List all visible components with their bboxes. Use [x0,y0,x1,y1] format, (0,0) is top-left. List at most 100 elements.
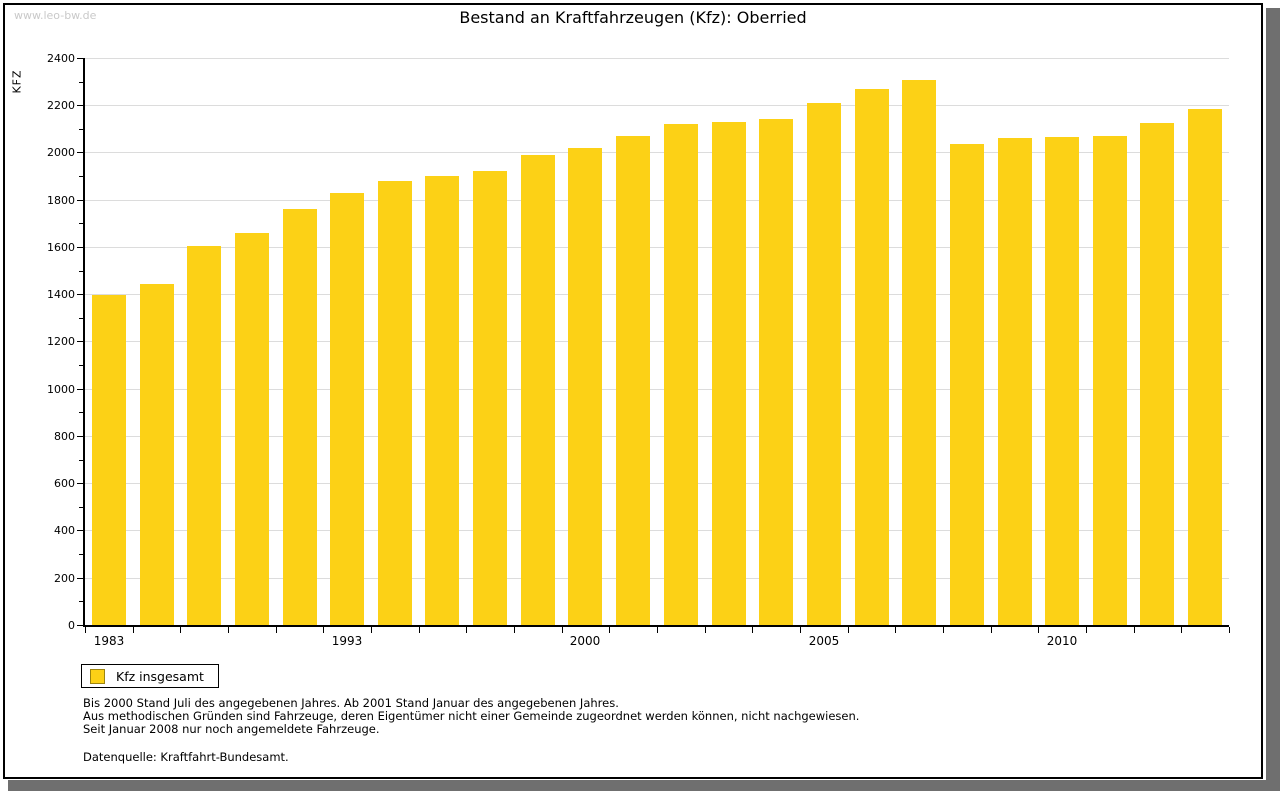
y-tick-major [77,389,83,390]
x-tick [85,627,86,633]
x-tick [371,627,372,633]
bar-1995 [378,181,412,625]
y-tick-major [77,341,83,342]
y-tick-minor [79,601,83,602]
y-tick-minor [79,318,83,319]
legend-label: Kfz insgesamt [116,668,204,684]
x-tick [514,627,515,633]
y-tick-minor [79,82,83,83]
data-source: Datenquelle: Kraftfahrt-Bundesamt. [83,750,289,764]
chart-title: Bestand an Kraftfahrzeugen (Kfz): Oberri… [459,8,807,27]
y-tick-minor [79,412,83,413]
x-tick [991,627,992,633]
y-axis-label: KFZ [10,69,24,94]
x-tick-label-2005: 2005 [808,634,840,648]
x-tick [419,627,420,633]
bar-1991 [283,209,317,625]
x-tick [1181,627,1182,633]
y-tick-major [77,105,83,106]
y-tick-major [77,58,83,59]
bar-2006 [855,89,889,625]
y-tick-major [77,436,83,437]
x-tick [752,627,753,633]
bar-2012 [1140,123,1174,625]
y-tick-label: 1000 [47,383,75,396]
y-tick-minor [79,271,83,272]
gridline [85,578,1229,579]
y-tick-minor [79,223,83,224]
x-tick [466,627,467,633]
bar-1999 [521,155,555,625]
x-tick [943,627,944,633]
y-tick-label: 2400 [47,52,75,65]
x-tick [180,627,181,633]
bar-1998 [473,171,507,625]
y-tick-major [77,578,83,579]
y-tick-major [77,483,83,484]
x-tick [276,627,277,633]
watermark: www.leo-bw.de [14,9,97,22]
x-tick [562,627,563,633]
x-tick [800,627,801,633]
y-tick-major [77,200,83,201]
bar-2008 [950,144,984,625]
frame-shadow-bottom [8,780,1280,791]
bar-2013 [1188,109,1222,625]
bar-2002 [664,124,698,625]
y-tick-label: 1400 [47,288,75,301]
gridline [85,200,1229,201]
x-tick [1038,627,1039,633]
chart-frame: www.leo-bw.de Bestand an Kraftfahrzeugen… [3,3,1263,779]
legend: Kfz insgesamt [81,664,219,688]
bar-2005 [807,103,841,625]
x-tick [133,627,134,633]
bar-1997 [425,176,459,625]
gridline [85,105,1229,106]
bar-1989 [235,233,269,625]
bar-2009 [998,138,1032,625]
gridline [85,436,1229,437]
footnote-line: Aus methodischen Gründen sind Fahrzeuge,… [83,709,860,723]
x-tick [705,627,706,633]
y-tick-minor [79,507,83,508]
bar-2011 [1093,136,1127,625]
y-tick-minor [79,365,83,366]
y-axis-line [83,58,85,627]
y-tick-minor [79,460,83,461]
y-tick-label: 1800 [47,194,75,207]
y-tick-minor [79,176,83,177]
x-tick [895,627,896,633]
y-tick-minor [79,554,83,555]
x-tick-label-1983: 1983 [93,634,125,648]
footnotes: Bis 2000 Stand Juli des angegebenen Jahr… [83,697,859,736]
x-tick [609,627,610,633]
x-tick [848,627,849,633]
y-tick-major [77,247,83,248]
y-tick-label: 0 [68,619,75,632]
bar-2007 [902,80,936,625]
gridline [85,483,1229,484]
x-tick-label-2010: 2010 [1046,634,1078,648]
footnote-line: Bis 2000 Stand Juli des angegebenen Jahr… [83,696,619,710]
x-tick-label-1993: 1993 [331,634,363,648]
x-axis-line [83,625,1229,627]
y-tick-major [77,530,83,531]
y-tick-major [77,625,83,626]
legend-swatch-icon [90,668,105,684]
gridline [85,389,1229,390]
x-tick [657,627,658,633]
x-tick [228,627,229,633]
bar-2004 [759,119,793,625]
y-tick-label: 200 [54,572,75,585]
gridline [85,58,1229,59]
y-tick-label: 1200 [47,335,75,348]
y-tick-major [77,294,83,295]
gridline [85,247,1229,248]
x-tick [1086,627,1087,633]
x-tick [323,627,324,633]
y-tick-label: 1600 [47,241,75,254]
x-tick [1229,627,1230,633]
frame-shadow-right [1266,8,1280,791]
bar-1987 [187,246,221,625]
y-tick-label: 800 [54,430,75,443]
